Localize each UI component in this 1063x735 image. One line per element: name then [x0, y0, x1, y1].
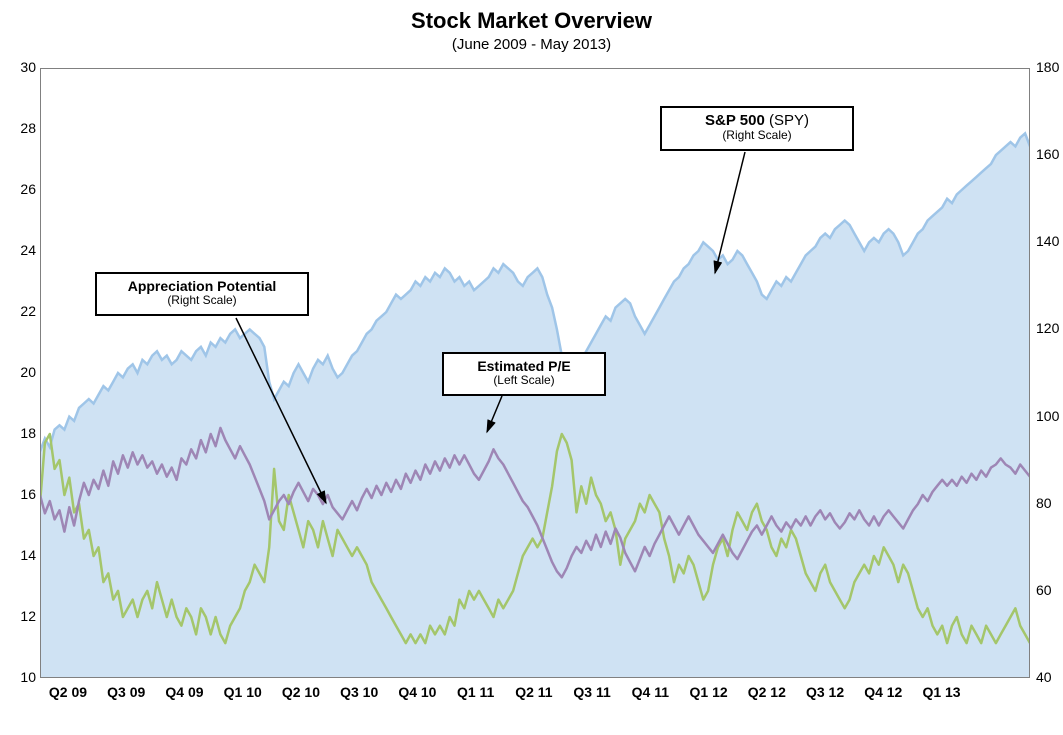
chart-root: Stock Market Overview (June 2009 - May 2…: [0, 0, 1063, 735]
x-tick: Q1 13: [912, 684, 972, 700]
y-left-tick: 26: [6, 181, 36, 197]
x-tick: Q2 10: [271, 684, 331, 700]
y-right-tick: 40: [1036, 669, 1052, 685]
callout-pe: Estimated P/E (Left Scale): [442, 352, 606, 396]
x-tick: Q4 10: [387, 684, 447, 700]
y-left-tick: 12: [6, 608, 36, 624]
series-spy-fill: [40, 133, 1030, 678]
callout-spy-sub: (Right Scale): [672, 129, 842, 143]
y-right-tick: 140: [1036, 233, 1059, 249]
y-left-tick: 10: [6, 669, 36, 685]
y-left-tick: 24: [6, 242, 36, 258]
y-right-tick: 60: [1036, 582, 1052, 598]
x-tick: Q1 10: [213, 684, 273, 700]
callout-spy-title: S&P 500: [705, 112, 765, 129]
callout-appreciation-sub: (Right Scale): [107, 294, 297, 308]
y-left-tick: 30: [6, 59, 36, 75]
y-right-tick: 120: [1036, 320, 1059, 336]
x-tick: Q2 09: [38, 684, 98, 700]
callout-appreciation: Appreciation Potential (Right Scale): [95, 272, 309, 316]
y-right-tick: 80: [1036, 495, 1052, 511]
x-tick: Q3 12: [795, 684, 855, 700]
x-tick: Q3 10: [329, 684, 389, 700]
callout-pe-title: Estimated P/E: [454, 358, 594, 374]
x-tick: Q2 12: [737, 684, 797, 700]
x-tick: Q4 11: [620, 684, 680, 700]
y-left-tick: 14: [6, 547, 36, 563]
x-tick: Q3 09: [96, 684, 156, 700]
y-left-tick: 22: [6, 303, 36, 319]
y-right-tick: 180: [1036, 59, 1059, 75]
callout-spy-title-extra: (SPY): [769, 112, 809, 129]
callout-appreciation-title: Appreciation Potential: [107, 278, 297, 294]
x-tick: Q4 09: [154, 684, 214, 700]
y-left-tick: 20: [6, 364, 36, 380]
y-right-tick: 160: [1036, 146, 1059, 162]
x-tick: Q1 12: [679, 684, 739, 700]
y-left-tick: 28: [6, 120, 36, 136]
y-left-tick: 16: [6, 486, 36, 502]
chart-title: Stock Market Overview: [0, 8, 1063, 34]
x-tick: Q4 12: [853, 684, 913, 700]
x-tick: Q3 11: [562, 684, 622, 700]
x-tick: Q1 11: [446, 684, 506, 700]
y-right-tick: 100: [1036, 408, 1059, 424]
y-left-tick: 18: [6, 425, 36, 441]
callout-pe-sub: (Left Scale): [454, 374, 594, 388]
x-tick: Q2 11: [504, 684, 564, 700]
chart-subtitle: (June 2009 - May 2013): [0, 36, 1063, 53]
callout-spy: S&P 500 (SPY) (Right Scale): [660, 106, 854, 151]
